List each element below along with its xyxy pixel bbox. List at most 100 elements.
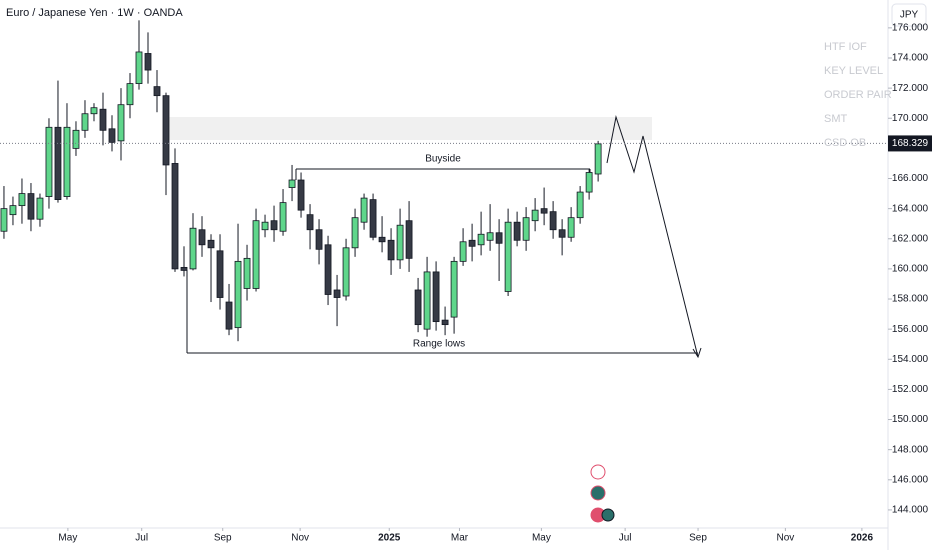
candle-body xyxy=(468,239,476,247)
candle-body xyxy=(18,193,26,207)
candle-body xyxy=(450,260,458,318)
checklist-item: ORDER PAIR xyxy=(824,89,892,101)
candle-body xyxy=(90,107,98,115)
y-tick-label: 164.000 xyxy=(892,203,929,214)
candle-body xyxy=(270,220,278,231)
candle-body xyxy=(216,250,224,298)
candle-body xyxy=(153,86,161,97)
currency[interactable]: JPY xyxy=(900,10,919,21)
x-tick-label: Jul xyxy=(135,533,148,544)
candle-body xyxy=(54,126,62,201)
symbol-title: Euro / Japanese Yen · 1W · OANDA xyxy=(6,7,183,19)
y-tick-label: 150.000 xyxy=(892,414,929,425)
candle-body xyxy=(378,236,386,243)
candle-body xyxy=(207,239,215,249)
candle-body xyxy=(585,172,593,193)
y-tick-label: 158.000 xyxy=(892,294,929,305)
candle-body xyxy=(225,301,233,330)
x-tick-label: Jul xyxy=(619,533,632,544)
y-tick-label: 148.000 xyxy=(892,444,929,455)
candle-body xyxy=(369,199,377,238)
checklist-item: KEY LEVEL xyxy=(824,65,883,77)
candle-body xyxy=(504,221,512,292)
x-tick-label: Mar xyxy=(451,533,469,544)
candle-body xyxy=(576,191,584,219)
candle-body xyxy=(486,232,494,241)
checklist-item: SMT xyxy=(824,113,848,125)
candle-body xyxy=(108,128,116,143)
zone xyxy=(165,117,652,140)
candle-body xyxy=(243,257,251,289)
candle-body xyxy=(63,126,71,197)
candle-body xyxy=(387,239,395,261)
icon[interactable] xyxy=(601,508,615,522)
candle-body xyxy=(396,224,404,261)
currency-button[interactable] xyxy=(891,3,927,27)
candle-body xyxy=(189,227,197,270)
candle-body xyxy=(288,179,296,188)
icon[interactable] xyxy=(590,485,606,501)
y-tick-label: 146.000 xyxy=(892,474,929,485)
arrow-head xyxy=(692,347,702,359)
y-tick-label: 156.000 xyxy=(892,324,929,335)
candle-body xyxy=(342,247,350,297)
x-tick-label: May xyxy=(532,533,551,544)
annotation: Buyside xyxy=(425,154,461,165)
candle-body xyxy=(594,143,602,175)
y-tick-label: 152.000 xyxy=(892,384,929,395)
candle-body xyxy=(162,95,170,166)
candle-body xyxy=(171,163,179,270)
x-tick-label: Nov xyxy=(776,533,794,544)
candle-body xyxy=(252,220,260,289)
candle-body xyxy=(117,104,125,142)
candle-body xyxy=(234,260,242,329)
last-price-box xyxy=(888,135,932,152)
checklist-item: HTF IOF xyxy=(824,41,867,53)
candle-body xyxy=(540,208,548,214)
y-tick-label: 176.000 xyxy=(892,23,929,34)
candle-body xyxy=(558,229,566,238)
x-tick-label: Sep xyxy=(689,533,707,544)
candle-body xyxy=(144,53,152,71)
candle-body xyxy=(477,233,485,246)
y-tick-label: 144.000 xyxy=(892,505,929,516)
candle-body xyxy=(198,229,206,246)
candles xyxy=(0,20,602,342)
candle-body xyxy=(81,113,89,131)
candle-body xyxy=(567,217,575,238)
x-tick-label: 2026 xyxy=(851,533,874,544)
candle-body xyxy=(360,197,368,223)
candle-body xyxy=(522,217,530,241)
x-tick-label: May xyxy=(58,533,77,544)
y-tick-label: 162.000 xyxy=(892,233,929,244)
candle-body xyxy=(531,209,539,222)
candle-body xyxy=(315,229,323,250)
y-tick-label: 160.000 xyxy=(892,264,929,275)
candle-body xyxy=(549,211,557,231)
last-price-label: 168.329 xyxy=(892,138,929,149)
candle-body xyxy=(432,271,440,323)
candle-body xyxy=(45,126,53,197)
y-tick-label: 172.000 xyxy=(892,83,929,94)
projection xyxy=(606,115,699,358)
y-tick-label: 174.000 xyxy=(892,53,929,64)
candle-body xyxy=(351,217,359,249)
candle-body xyxy=(72,129,80,149)
candle-body xyxy=(261,221,269,231)
candle-body xyxy=(0,208,8,232)
candle-body xyxy=(279,202,287,232)
x-tick-label: 2025 xyxy=(378,533,401,544)
icon[interactable] xyxy=(590,464,606,480)
candle-body xyxy=(126,83,134,106)
candle-body xyxy=(459,241,467,262)
candle-body xyxy=(306,214,314,231)
candle-body xyxy=(513,221,521,241)
candle-body xyxy=(405,220,413,259)
candle-body xyxy=(333,289,341,298)
candle-body xyxy=(297,179,305,211)
candle-body xyxy=(99,108,107,131)
candle-body xyxy=(36,197,44,220)
candle-body xyxy=(180,266,188,271)
y-tick-label: 154.000 xyxy=(892,354,929,365)
